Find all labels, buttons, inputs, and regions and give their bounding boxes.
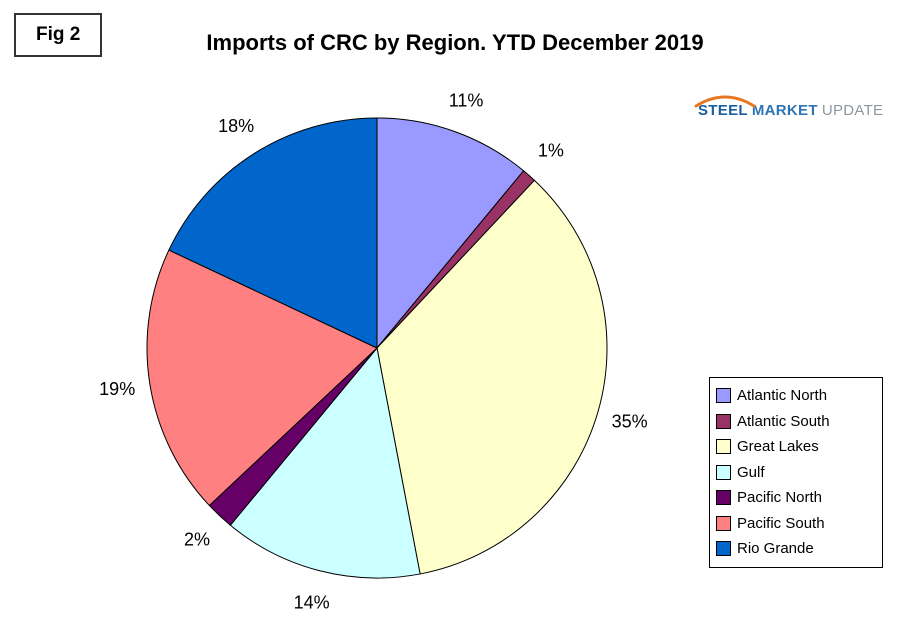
legend-item-gulf: Gulf <box>716 460 876 486</box>
legend-label-gulf: Gulf <box>737 463 765 481</box>
legend-item-pacific-south: Pacific South <box>716 511 876 537</box>
slice-percent-label-great-lakes: 35% <box>612 411 648 431</box>
legend-item-rio-grande: Rio Grande <box>716 536 876 562</box>
logo-swoosh-icon <box>694 95 756 108</box>
slice-percent-label-pacific-south: 19% <box>99 379 135 399</box>
slice-percent-label-pacific-north: 2% <box>184 530 210 550</box>
legend-label-atlantic-south: Atlantic South <box>737 412 830 430</box>
logo-word-market: MARKET <box>751 102 818 119</box>
slice-percent-label-gulf: 14% <box>294 593 330 613</box>
legend-swatch-great-lakes <box>716 439 731 455</box>
pie-slice-pacific-south <box>146 249 378 507</box>
chart-legend: Atlantic North Atlantic South Great Lakes G… <box>709 377 883 568</box>
chart-title: Imports of CRC by Region. YTD December 2… <box>206 30 704 55</box>
pie-slice-atlantic-north <box>376 117 525 350</box>
legend-label-pacific-south: Pacific South <box>737 514 825 532</box>
pie-slice-rio-grande <box>168 117 378 349</box>
legend-swatch-atlantic-south <box>716 413 731 429</box>
logo-word-update: UPDATE <box>821 102 884 119</box>
logo-word-steel: STEEL <box>698 102 748 119</box>
legend-item-atlantic-south: Atlantic South <box>716 409 876 435</box>
legend-label-rio-grande: Rio Grande <box>737 540 814 558</box>
legend-item-pacific-north: Pacific North <box>716 485 876 511</box>
slice-percent-label-atlantic-south: 1% <box>538 141 564 161</box>
legend-item-atlantic-north: Atlantic North <box>716 383 876 409</box>
legend-swatch-atlantic-north <box>716 388 731 404</box>
legend-label-atlantic-north: Atlantic North <box>737 387 828 405</box>
slice-percent-label-rio-grande: 18% <box>218 116 254 136</box>
smu-logo: STEEL MARKET UPDATE <box>694 95 884 119</box>
figure-label: Fig 2 <box>14 13 103 57</box>
legend-swatch-pacific-south <box>716 515 731 531</box>
legend-swatch-pacific-north <box>716 490 731 506</box>
legend-item-great-lakes: Great Lakes <box>716 434 876 460</box>
slice-percent-label-atlantic-north: 11% <box>449 91 484 111</box>
legend-swatch-rio-grande <box>716 541 731 557</box>
pie-slice-great-lakes <box>376 179 608 575</box>
legend-swatch-gulf <box>716 464 731 480</box>
legend-label-great-lakes: Great Lakes <box>737 438 819 456</box>
legend-label-pacific-north: Pacific North <box>737 489 823 507</box>
pie-slice-gulf <box>229 346 421 579</box>
